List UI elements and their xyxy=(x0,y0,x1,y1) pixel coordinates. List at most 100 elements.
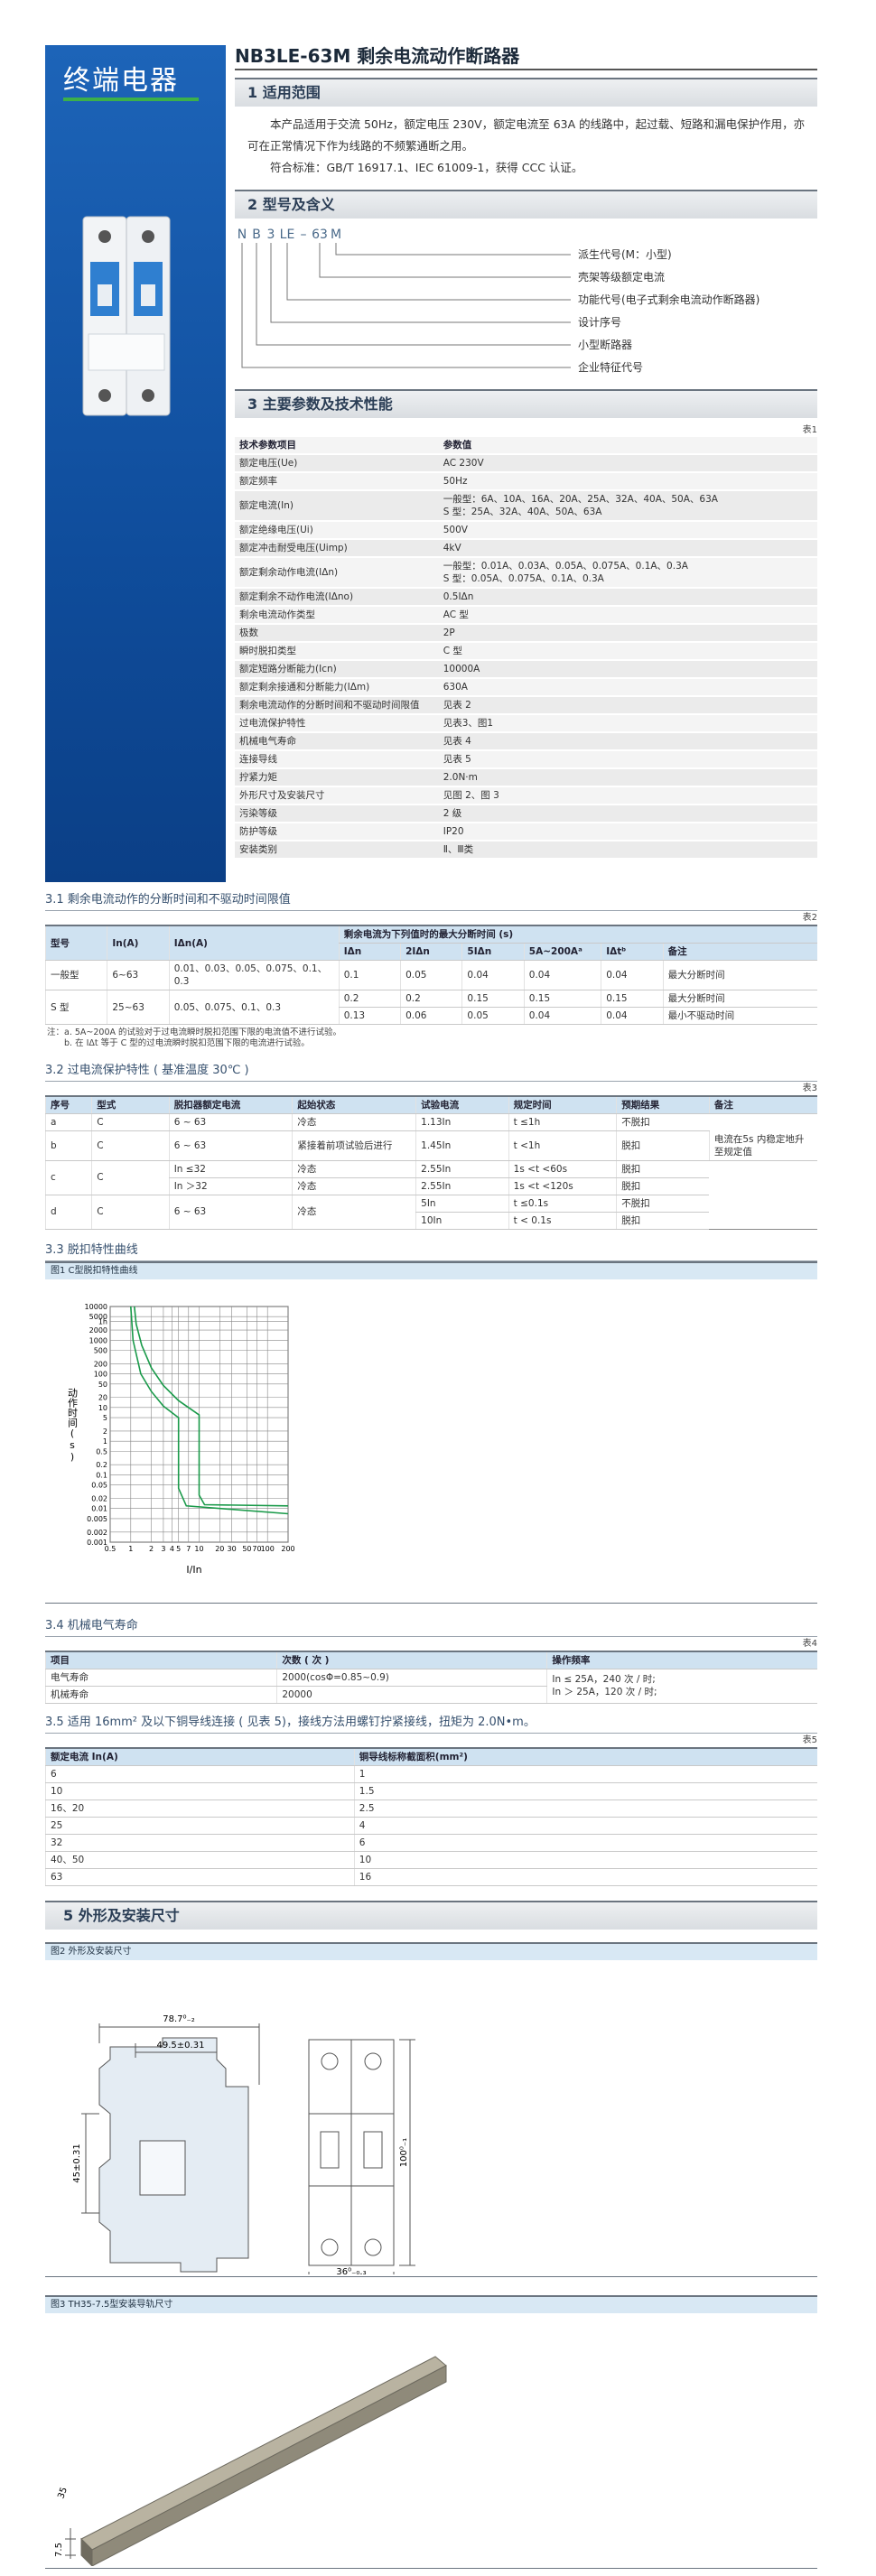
model-code-char: 63 xyxy=(312,228,328,242)
table-cell: 一般型：6A、10A、16A、20A、25A、32A、40A、50A、63A S… xyxy=(438,490,817,522)
table-cell: 见表 5 xyxy=(438,750,817,769)
table-cell: 0.05 xyxy=(400,960,462,990)
figure: 图1 C型脱扣特性曲线 10000 5000 1h 2000 1000 500 200 100… xyxy=(45,1260,817,1604)
table-cell: 2.5 xyxy=(353,1799,817,1818)
y-tick-label: 0.02 xyxy=(91,1494,107,1502)
table-cell: 4kV xyxy=(438,539,817,558)
top-content: NB3LE-63M 剩余电流动作断路器 1 适用范围 本产品适用于交流 50Hz… xyxy=(235,42,817,860)
table-cell: 6 xyxy=(45,1765,355,1783)
table: 技术参数项目 参数值 额定电压(Ue) AC 230V 额定频率 50Hz 额定电流(In)… xyxy=(235,437,817,860)
paragraph: 本产品适用于交流 50Hz，额定电压 230V，额定电流至 63A 的线路中，起… xyxy=(247,117,806,153)
table-wrap: 技术参数项目 参数值 额定电压(Ue) AC 230V 额定频率 50Hz 额定电流(In)… xyxy=(235,437,817,860)
table-cell: C xyxy=(91,1160,170,1195)
y-tick-label: 2000 xyxy=(89,1326,107,1334)
table-cell: 16 xyxy=(353,1868,817,1886)
connector-line xyxy=(241,243,571,368)
table-cell: 32 xyxy=(45,1834,355,1852)
x-tick-label: 10 xyxy=(194,1545,203,1553)
y-tick-label: 1h xyxy=(98,1317,107,1325)
table-header-cell: 规定时间 xyxy=(508,1096,617,1114)
table-cell: 脱扣 xyxy=(616,1130,710,1161)
table: 型号 In(A) IΔn(A) 剩余电流为下列值时的最大分断时间 (s) IΔn 2IΔn… xyxy=(44,925,817,1025)
table-cell: t ≤0.1s xyxy=(508,1195,617,1213)
table-cell: 额定绝缘电压(Ui) xyxy=(235,521,439,540)
connector-line xyxy=(256,243,571,346)
table-cell: 额定冲击耐受电压(Uimp) xyxy=(235,539,439,558)
table-header-cell: 铜导线标称截面积(mm²) xyxy=(353,1747,817,1766)
table-row: 10In t < 0.1s 脱扣 xyxy=(46,1212,818,1230)
table-row: 机械电气寿命 见表 4 xyxy=(235,732,817,751)
paragraph: 符合标准：GB/T 16917.1、IEC 61009-1，获得 CCC 认证。 xyxy=(270,161,583,174)
table-cell: t < 0.1s xyxy=(508,1212,617,1230)
table-row: 25 4 xyxy=(45,1817,817,1835)
table-cell: 0.04 xyxy=(601,960,664,990)
dimension-label: 100⁰₋₁ xyxy=(399,2137,409,2166)
table-header-cell: 起始状态 xyxy=(292,1096,416,1114)
table-header-cell: 备注 xyxy=(708,1096,817,1114)
rail-drawing: 35 7.5 xyxy=(54,2355,447,2567)
table-cell: 6 ~ 63 xyxy=(168,1195,293,1230)
table-cell: 额定电流(In) xyxy=(235,490,439,522)
connector-line xyxy=(270,243,571,323)
y-tick-label: 0.01 xyxy=(91,1504,107,1512)
table-header-row: 型号 In(A) IΔn(A) 剩余电流为下列值时的最大分断时间 (s) xyxy=(44,925,817,961)
table-cell: 0.05 xyxy=(461,1007,525,1025)
model-meaning: 派生代号(M：小型) xyxy=(578,248,672,261)
table-row: 污染等级 2 级 xyxy=(235,804,817,823)
table-cell: 见表3、图1 xyxy=(438,714,817,733)
table-cell: 冷态 xyxy=(292,1113,416,1131)
table-cell: 1 xyxy=(353,1765,817,1783)
table-cell: 0.06 xyxy=(400,1007,462,1025)
table-cell: 2.55In xyxy=(415,1177,509,1195)
trip-curve xyxy=(130,1306,289,1514)
table-cell: In ≤ 25A，240 次 / 时; In ＞ 25A，120 次 / 时; xyxy=(546,1669,817,1704)
table-cell: 630A xyxy=(438,678,817,697)
x-tick-label: 200 xyxy=(281,1545,294,1553)
table-cell: 见图 2、图 3 xyxy=(438,786,817,805)
table-cell: 冷态 xyxy=(292,1160,416,1178)
x-tick-label: 20 xyxy=(215,1545,224,1553)
table-row: 一般型 6~63 0.01、0.03、0.05、0.075、0.1、0.3 0.1 0.… xyxy=(44,960,817,990)
table-cell: 0.2 xyxy=(338,990,401,1008)
sub-heading: 3.1 剩余电流动作的分断时间和不驱动时间限值 xyxy=(45,890,817,911)
note: b. 在 IΔt 等于 C 型的过电流瞬时脱扣范围下限的电流进行试验。 xyxy=(64,1038,310,1048)
table-header-cell: 参数值 xyxy=(438,437,817,455)
table-cell: 2 级 xyxy=(438,804,817,823)
model-code-char: M xyxy=(331,228,341,242)
table-cell: 500V xyxy=(438,521,817,540)
table-cell: a xyxy=(44,1113,92,1131)
table-header-cell: 技术参数项目 xyxy=(235,437,439,455)
y-tick-label: 10000 xyxy=(85,1303,107,1311)
table-cell: 2000(cosΦ=0.85~0.9) xyxy=(276,1669,547,1687)
table-header-cell: 备注 xyxy=(662,943,817,961)
table-cell: 25~63 xyxy=(107,990,170,1025)
table-cell: In ≤32 xyxy=(168,1160,293,1178)
table-cell: 额定剩余动作电流(IΔn) xyxy=(235,557,439,589)
table-cell: 0.01、0.03、0.05、0.075、0.1、0.3 xyxy=(168,960,340,990)
table-row: 外形尺寸及安装尺寸 见图 2、图 3 xyxy=(235,786,817,805)
table-cell: 6 ~ 63 xyxy=(168,1130,293,1161)
y-tick-label: 0.2 xyxy=(96,1461,107,1469)
sub-heading: 3.5 适用 16mm² 及以下铜导线连接 ( 见表 5)，接线方法用螺钉拧紧接… xyxy=(45,1713,817,1734)
table-cell: 40、50 xyxy=(45,1851,355,1869)
table-row: 0.13 0.06 0.05 0.04 0.04 最小不驱动时间 xyxy=(46,1007,817,1025)
section-heading: 1 适用范围 xyxy=(235,78,817,107)
table-row: 防护等级 IP20 xyxy=(235,823,817,842)
x-tick-label: 3 xyxy=(161,1545,165,1553)
table-cell: 冷态 xyxy=(292,1195,416,1230)
table-cell: 最小不驱动时间 xyxy=(662,1007,817,1025)
table-row: 额定短路分断能力(Icn) 10000A xyxy=(235,660,817,679)
model-meaning: 壳架等级额定电流 xyxy=(578,270,665,284)
x-tick-label: 30 xyxy=(228,1545,237,1553)
table-header-cell: In(A) xyxy=(107,925,170,961)
dimension-label: 45±0.31 xyxy=(72,2144,82,2182)
table-row: 额定剩余动作电流(IΔn) 一般型：0.01A、0.03A、0.05A、0.075… xyxy=(235,557,817,589)
y-tick-label: 0.002 xyxy=(87,1528,107,1536)
y-tick-label: 0.05 xyxy=(91,1481,107,1489)
figure-caption: 图1 C型脱扣特性曲线 xyxy=(45,1262,817,1279)
table-header-cell: IΔtᵇ xyxy=(601,943,664,961)
table-cell: 机械寿命 xyxy=(44,1686,277,1704)
table-row: 机械寿命 20000 xyxy=(44,1686,818,1704)
figure-caption: 图3 TH35-7.5型安装导轨尺寸 xyxy=(45,2296,817,2313)
